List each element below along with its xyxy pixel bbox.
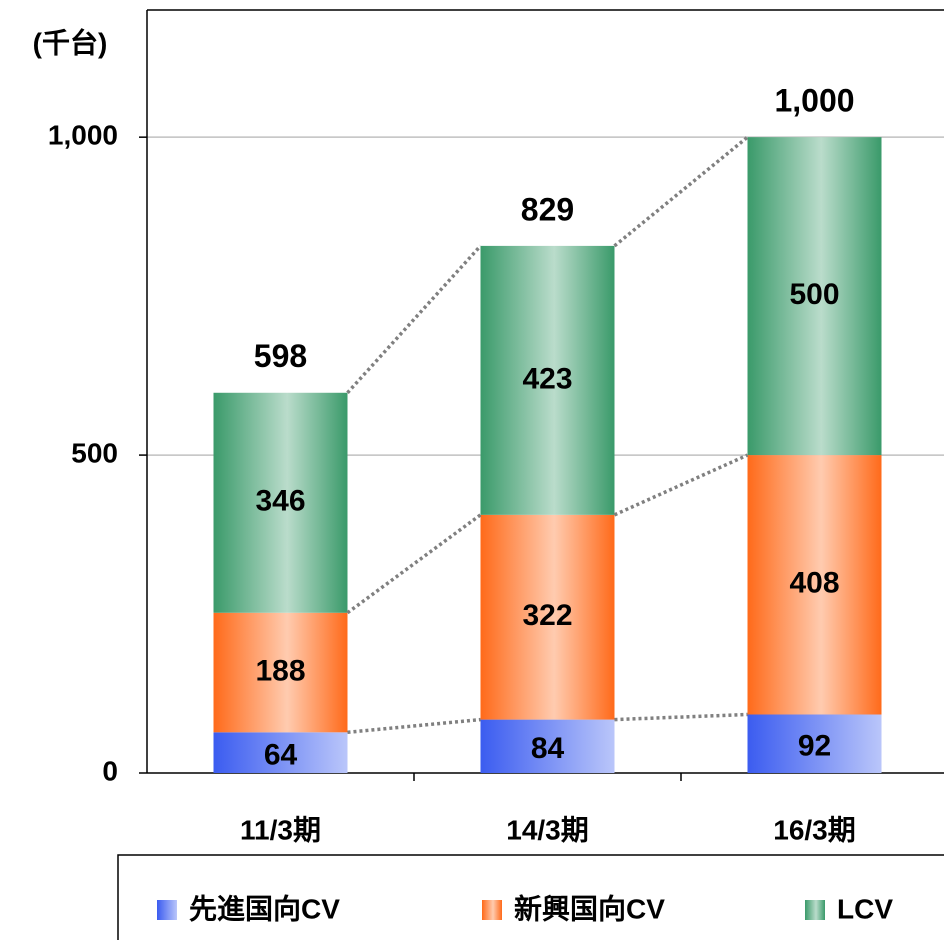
data-label: 84 <box>531 732 565 765</box>
legend-box <box>117 854 944 940</box>
data-label: 188 <box>255 654 305 687</box>
bar-segment <box>480 514 615 720</box>
connector-line <box>613 135 749 248</box>
bar-segment <box>480 719 615 773</box>
data-label: 322 <box>522 599 572 632</box>
legend-swatch <box>482 900 502 920</box>
bar-segment <box>480 245 615 515</box>
legend-label: LCV <box>837 893 893 924</box>
data-label: 408 <box>789 567 839 600</box>
connector-line <box>613 453 749 517</box>
data-label: 92 <box>798 730 831 763</box>
x-tick-label: 11/3期 <box>240 814 321 845</box>
x-tick-label: 14/3期 <box>506 814 589 845</box>
y-tick-label: 500 <box>71 437 118 468</box>
bar-segment <box>747 455 882 715</box>
connector-line <box>346 513 482 615</box>
connector-line <box>346 244 482 394</box>
legend-swatch <box>157 900 177 920</box>
legend-label: 新興国向CV <box>514 893 665 924</box>
bar-segment <box>747 137 882 456</box>
data-label: 64 <box>264 739 298 772</box>
total-label: 598 <box>254 338 307 374</box>
y-tick-label: 0 <box>102 755 118 786</box>
bar-segment <box>213 392 348 613</box>
legend-swatch <box>805 900 825 920</box>
total-label: 1,000 <box>774 83 854 119</box>
data-label: 346 <box>255 485 305 518</box>
data-label: 500 <box>789 278 839 311</box>
data-label: 423 <box>522 362 572 395</box>
bar-segment <box>213 612 348 733</box>
connector-line <box>347 717 481 735</box>
connector-line <box>614 712 748 722</box>
x-tick-label: 16/3期 <box>773 814 856 845</box>
y-axis-label: (千台) <box>33 26 108 58</box>
legend-label: 先進国向CV <box>189 893 340 924</box>
bar-segment <box>747 714 882 773</box>
total-label: 829 <box>521 191 574 227</box>
y-tick-label: 1,000 <box>48 120 118 151</box>
bar-segment <box>213 732 348 773</box>
